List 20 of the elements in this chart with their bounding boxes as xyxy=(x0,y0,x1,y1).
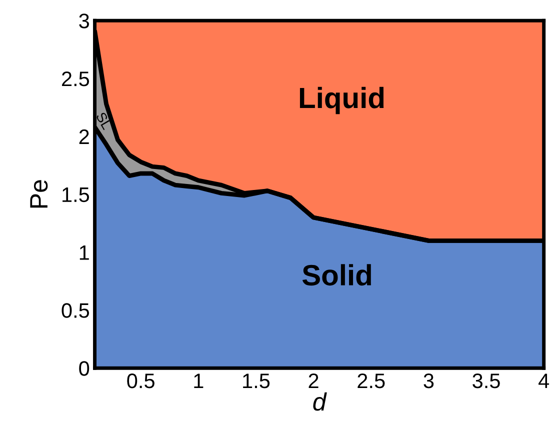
y-tick-label: 3 xyxy=(79,14,89,28)
x-tick-label: 1.5 xyxy=(243,374,270,388)
annotation: SL xyxy=(96,112,112,130)
x-tick-label: 2.5 xyxy=(358,373,385,388)
y-tick-label: 1 xyxy=(80,245,89,260)
y-axis-title: Pe xyxy=(30,180,48,208)
y-tick-label: 2.5 xyxy=(62,72,90,86)
y-tick-label: 0.5 xyxy=(62,303,90,318)
annotation: Solid xyxy=(302,264,371,286)
y-tick-label: 1.5 xyxy=(62,188,90,202)
x-tick-label: 3 xyxy=(424,373,434,388)
x-tick-label: 1 xyxy=(194,374,204,388)
x-axis-title: d xyxy=(313,392,327,411)
y-tick-label: 2 xyxy=(79,129,89,144)
x-tick-label: 0.5 xyxy=(127,373,154,388)
x-tick-label: 4 xyxy=(538,374,550,388)
y-tick-label: 0 xyxy=(79,361,90,376)
x-tick-label: 2 xyxy=(308,373,318,388)
x-tick-label: 3.5 xyxy=(472,373,500,388)
annotation: Liquid xyxy=(300,86,384,114)
